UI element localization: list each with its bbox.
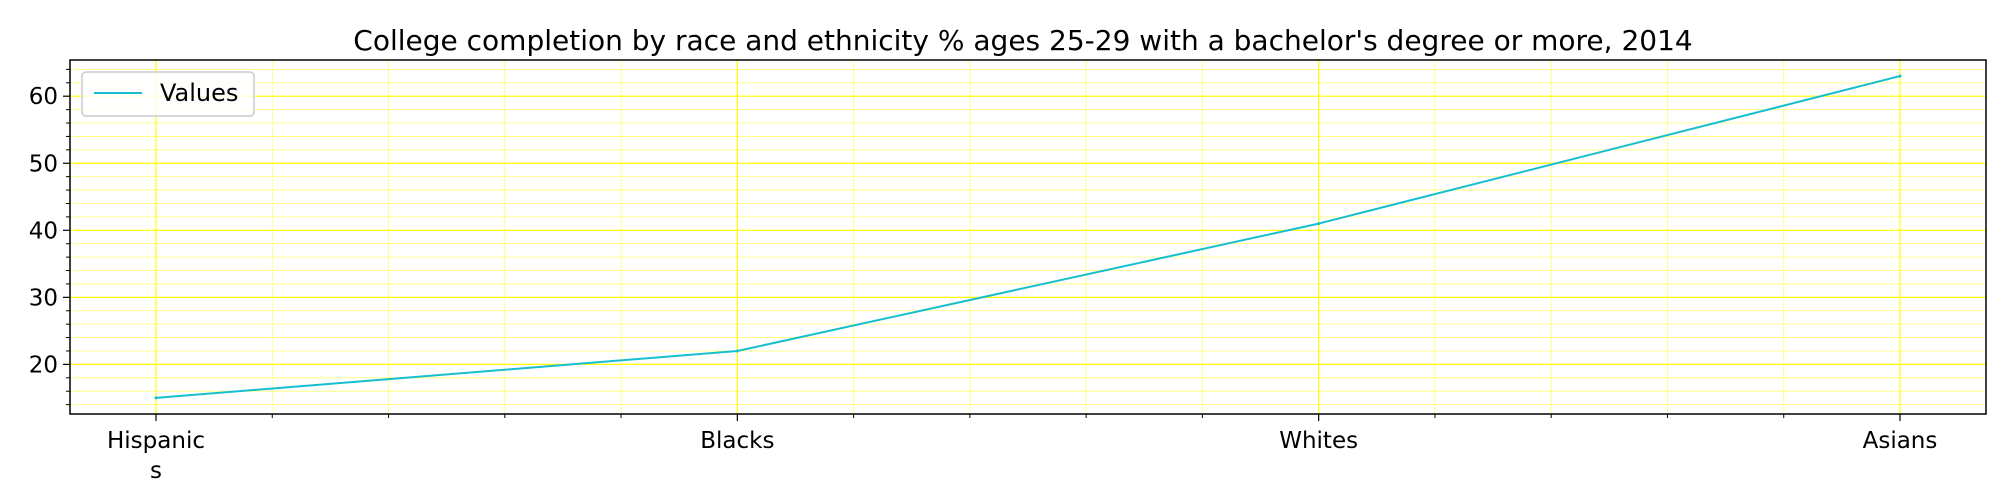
y-tick-label: 20 (29, 352, 58, 378)
y-tick-label: 60 (29, 84, 58, 110)
y-tick-label: 40 (29, 218, 58, 244)
minor-grid (70, 60, 1986, 414)
plot-frame (69, 59, 1987, 415)
data-point (735, 349, 739, 353)
y-tick-label: 50 (29, 151, 58, 177)
data-point (154, 396, 158, 400)
legend-box (81, 71, 255, 117)
data-point (1317, 222, 1321, 226)
x-tick-label: Whites (1279, 428, 1358, 454)
axes: 20 30 40 50 60 Hispanic s Blacks Whites Asians (29, 68, 1938, 484)
legend-label-values: Values (160, 79, 238, 107)
y-tick-label: 30 (29, 285, 58, 311)
data-point (1898, 74, 1902, 78)
major-grid (70, 60, 1986, 414)
series-line-values (155, 75, 1901, 399)
series-layer (154, 74, 1902, 400)
x-tick-label: Hispanic (107, 428, 205, 454)
x-tick-label: s (150, 458, 162, 484)
x-tick-label: Asians (1863, 428, 1938, 454)
legend: Values (81, 71, 255, 117)
chart-title: College completion by race and ethnicity… (353, 24, 1692, 57)
x-tick-label: Blacks (700, 428, 774, 454)
